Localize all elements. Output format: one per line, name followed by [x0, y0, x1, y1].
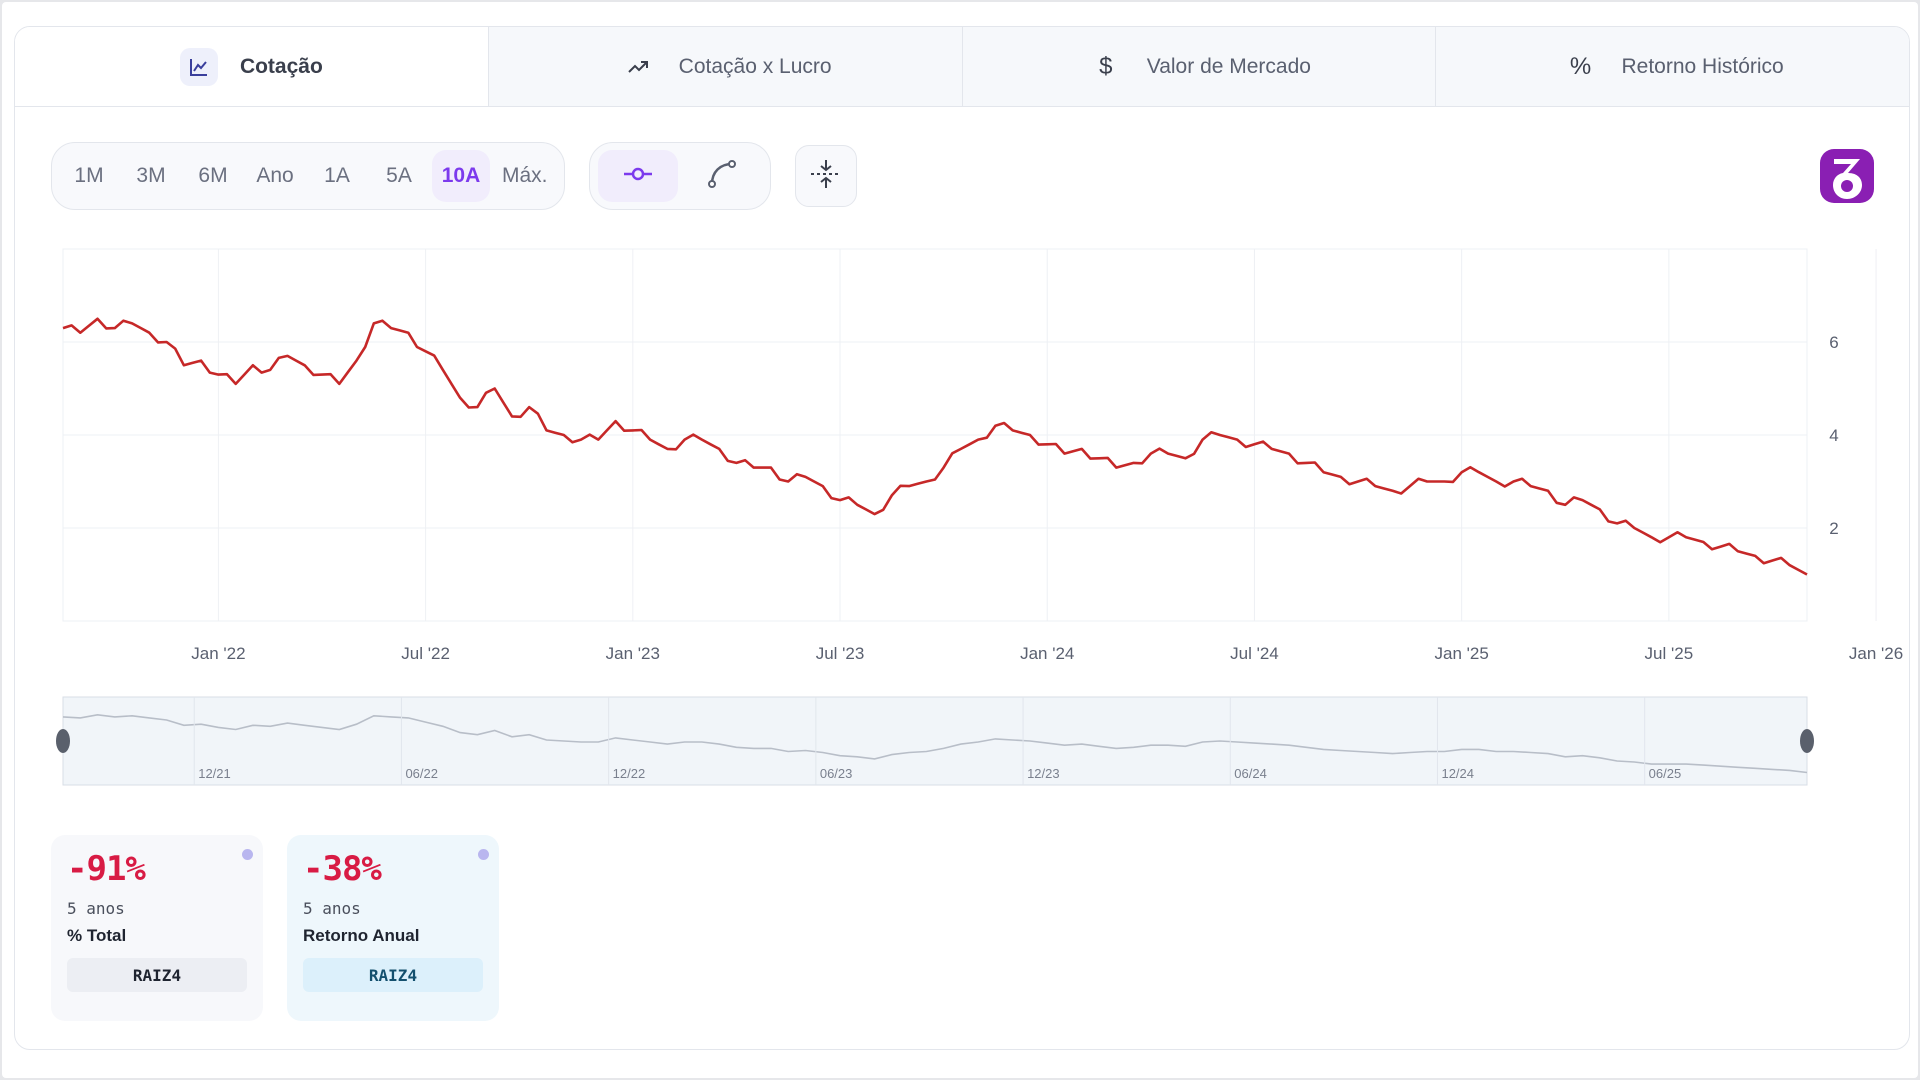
trend-up-icon: [619, 48, 657, 86]
stat-label: Retorno Anual: [303, 926, 420, 945]
navigator-tick-label: 12/22: [613, 766, 646, 781]
curve-mode-button[interactable]: [682, 150, 762, 202]
stat-period: 5 anos: [67, 899, 125, 918]
stat-value: -38%: [303, 849, 382, 889]
stat-card-annual: -38% 5 anos Retorno Anual RAIZ4: [287, 835, 499, 1021]
tab-cotacao[interactable]: Cotação: [15, 27, 489, 106]
range-1a[interactable]: 1A: [324, 164, 350, 187]
curve-icon: [706, 158, 738, 195]
navigator-tick-label: 12/21: [198, 766, 231, 781]
navigator-tick-label: 06/25: [1649, 766, 1682, 781]
line-point-icon: [622, 166, 654, 187]
range-ano[interactable]: Ano: [256, 164, 294, 187]
y-tick-label: 2: [1829, 519, 1838, 538]
y-tick-label: 6: [1829, 333, 1838, 352]
chart-card: Cotação Cotação x Lucro $ Valor de Merca…: [14, 26, 1910, 1050]
tab-retorno-historico[interactable]: % Retorno Histórico: [1436, 27, 1909, 106]
ticker-badge[interactable]: RAIZ4: [67, 958, 247, 992]
range-6m[interactable]: 6M: [198, 164, 228, 187]
chart-toolbar: 1M 3M 6M Ano 1A 5A 10A Máx.: [51, 142, 857, 210]
x-tick-label: Jan '25: [1435, 644, 1489, 663]
range-3m[interactable]: 3M: [136, 164, 166, 187]
navigator-handle-left[interactable]: [56, 729, 70, 753]
stat-period: 5 anos: [303, 899, 361, 918]
x-tick-label: Jul '24: [1230, 644, 1279, 663]
range-1m[interactable]: 1M: [74, 164, 104, 187]
ticker-badge[interactable]: RAIZ4: [303, 958, 483, 992]
x-tick-label: Jul '23: [816, 644, 865, 663]
x-tick-label: Jan '23: [606, 644, 660, 663]
company-logo: [1818, 147, 1876, 205]
navigator-tick-label: 12/24: [1441, 766, 1474, 781]
chart-style-selector: [588, 142, 771, 210]
tab-label: Cotação: [239, 54, 323, 78]
tab-label: Cotação x Lucro: [678, 54, 832, 78]
line-chart-icon: [179, 47, 218, 86]
x-tick-label: Jul '22: [401, 644, 450, 663]
navigator-tick-label: 06/23: [820, 766, 853, 781]
tab-valor-de-mercado[interactable]: $ Valor de Mercado: [962, 27, 1437, 106]
stat-label: % Total: [67, 926, 127, 945]
price-series-line: [62, 317, 1808, 576]
status-dot: [242, 849, 253, 860]
tab-bar: Cotação Cotação x Lucro $ Valor de Merca…: [15, 27, 1909, 107]
navigator-tick-label: 12/23: [1027, 766, 1060, 781]
stat-value: -91%: [67, 849, 146, 889]
compress-button[interactable]: [794, 145, 857, 207]
tab-cotacao-x-lucro[interactable]: Cotação x Lucro: [488, 27, 963, 106]
x-tick-label: Jan '22: [191, 644, 245, 663]
dollar-icon: $: [1099, 52, 1113, 80]
tab-label: Valor de Mercado: [1146, 54, 1311, 78]
navigator-series-line: [62, 713, 1808, 774]
percent-icon: %: [1569, 52, 1592, 80]
y-tick-label: 4: [1829, 426, 1838, 445]
line-mode-button[interactable]: [597, 150, 678, 202]
navigator-tick-label: 06/22: [405, 766, 438, 781]
status-dot: [478, 849, 489, 860]
tab-label: Retorno Histórico: [1621, 54, 1784, 78]
price-chart[interactable]: Jan '22 Jul '22 Jan '23 Jul '23 Jan '24 Jul '…: [15, 27, 1910, 1050]
x-tick-label: Jul '25: [1645, 644, 1694, 663]
compress-icon: [809, 157, 843, 196]
range-5a[interactable]: 5A: [386, 164, 412, 187]
range-10a[interactable]: 10A: [432, 150, 490, 202]
range-selector: 1M 3M 6M Ano 1A 5A 10A Máx.: [51, 142, 565, 210]
x-tick-label: Jan '24: [1020, 644, 1074, 663]
stat-card-total: -91% 5 anos % Total RAIZ4: [51, 835, 263, 1021]
navigator-handle-right[interactable]: [1800, 729, 1814, 753]
range-max[interactable]: Máx.: [502, 164, 548, 187]
navigator-area: [62, 696, 1808, 786]
x-tick-label: Jan '26: [1849, 644, 1903, 663]
navigator-tick-label: 06/24: [1234, 766, 1267, 781]
